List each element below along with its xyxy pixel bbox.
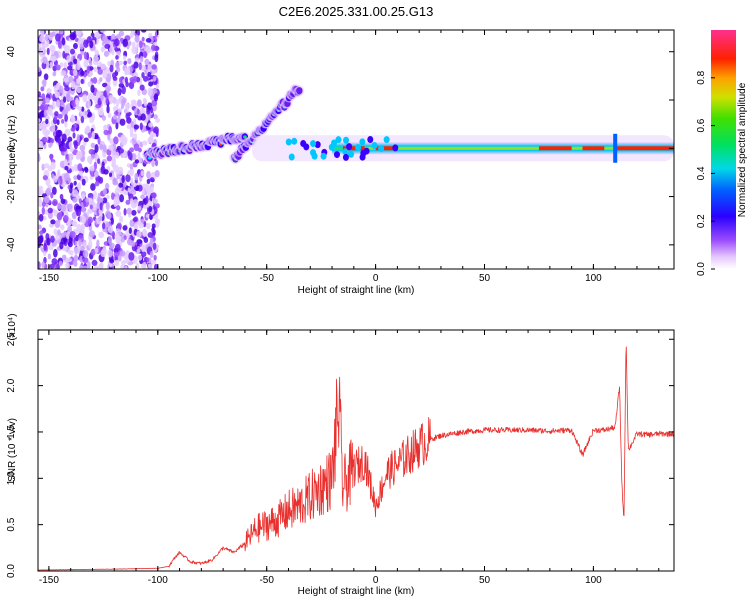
main-carrier-trace xyxy=(252,133,674,163)
noise-region-blobs xyxy=(38,30,161,269)
snr-ytick-label: 1.5 xyxy=(6,425,17,439)
snr-xlabel: Height of straight line (km) xyxy=(298,586,415,597)
colorbar-tick-label: 0.8 xyxy=(696,70,707,84)
colorbar: 0.0 0.2 0.4 0.6 0.8 Normalized spectral ampl… xyxy=(696,30,748,276)
spectrogram-xlabel: Height of straight line (km) xyxy=(298,285,415,296)
snr-xtick-label: -100 xyxy=(148,575,168,586)
snr-multiplier: (x10⁴) xyxy=(7,313,18,340)
spectrogram-xtick-label: 100 xyxy=(585,273,602,284)
colorbar-label: Normalized spectral amplitude xyxy=(737,82,748,217)
spectrogram-panel: -150 -100 -50 0 50 100 -40 -20 0 20 40 Height of s… xyxy=(6,29,675,296)
snr-xtick-label: 50 xyxy=(479,575,491,586)
snr-ytick-label: 2.5 xyxy=(6,332,17,346)
spectrogram-axes: -150 -100 -50 0 50 100 -40 -20 0 20 40 xyxy=(6,30,674,284)
spectrogram-xtick-label: -100 xyxy=(148,273,168,284)
spectrogram-xtick-label: -150 xyxy=(39,273,59,284)
rising-trace-1 xyxy=(141,131,250,164)
spectrogram-xtick-label: -50 xyxy=(259,273,274,284)
snr-xtick-label: -50 xyxy=(259,575,274,586)
snr-panel: -150 -100 -50 0 50 100 0.0 0.5 1.0 1.5 2.0 2.5 Heig… xyxy=(6,313,675,597)
snr-xtick-label: 0 xyxy=(373,575,379,586)
colorbar-tick-label: 0.2 xyxy=(696,214,707,228)
spectrogram-image xyxy=(38,30,674,269)
spectrogram-ytick-label: -20 xyxy=(6,189,17,204)
figure-title: C2E6.2025.331.00.25.G13 xyxy=(279,4,434,19)
snr-axes: -150 -100 -50 0 50 100 0.0 0.5 1.0 1.5 2.0 2.5 xyxy=(6,330,674,586)
colorbar-gradient xyxy=(711,30,736,269)
colorbar-tick-label: 0.6 xyxy=(696,118,707,132)
snr-xtick-label: -150 xyxy=(39,575,59,586)
spectrogram-xtick-label: 0 xyxy=(373,273,379,284)
spectrogram-ytick-label: -40 xyxy=(6,237,17,252)
colorbar-ticks: 0.0 0.2 0.4 0.6 0.8 xyxy=(696,70,715,276)
spectrogram-ylabel: Frequency (Hz) xyxy=(7,116,18,185)
colorbar-tick-label: 0.4 xyxy=(696,166,707,180)
snr-xtick-label: 100 xyxy=(585,575,602,586)
colorbar-tick-label: 0.0 xyxy=(696,262,707,276)
snr-ytick-label: 1.0 xyxy=(6,471,17,485)
snr-frame xyxy=(37,329,675,572)
snr-series-line xyxy=(38,346,674,571)
spectrogram-xtick-label: 50 xyxy=(479,273,491,284)
spectrogram-ytick-label: 40 xyxy=(6,46,17,58)
spectrogram-ytick-label: 0 xyxy=(6,145,17,151)
spectrogram-ytick-label: 20 xyxy=(6,94,17,106)
spectrogram-frame xyxy=(37,29,675,270)
snr-ytick-label: 0.5 xyxy=(6,517,17,531)
snr-ytick-label: 2.0 xyxy=(6,378,17,392)
snr-ytick-label: 0.0 xyxy=(6,564,17,578)
snr-ylabel: SNR (10 * v/v) xyxy=(7,418,18,482)
